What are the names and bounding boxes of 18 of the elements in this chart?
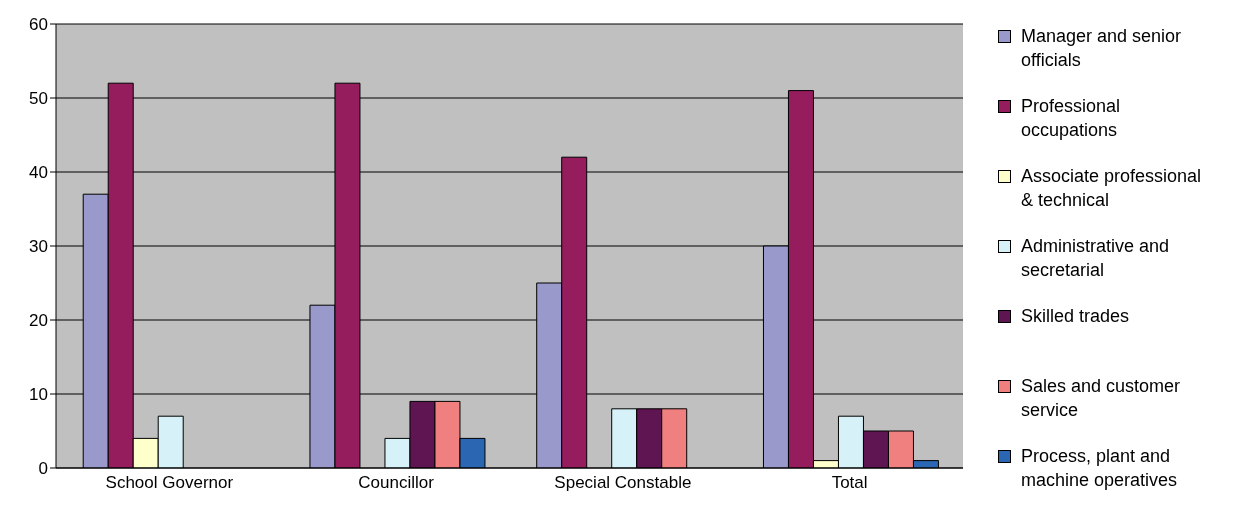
legend-label: Process, plant and machine operatives — [1021, 445, 1179, 492]
x-tick-label: Special Constable — [554, 473, 692, 493]
y-tick-label: 60 — [29, 15, 48, 35]
legend-label: Professional occupations — [1021, 95, 1122, 142]
legend-label: Associate professional & technical — [1021, 165, 1203, 212]
x-tick-label: Total — [831, 473, 868, 493]
y-tick-label: 50 — [29, 89, 48, 109]
y-tick-label: 20 — [29, 311, 48, 331]
y-tick-label: 30 — [29, 237, 48, 257]
legend-label: Skilled trades — [1021, 305, 1130, 328]
legend-label: Manager and senior officials — [1021, 25, 1183, 72]
legend-label: Sales and customer service — [1021, 375, 1182, 422]
y-tick-label: 10 — [29, 385, 48, 405]
y-tick-label: 40 — [29, 163, 48, 183]
y-tick-label: 0 — [38, 459, 48, 479]
x-tick-label: School Governor — [105, 473, 234, 493]
legend-label: Administrative and secretarial — [1021, 235, 1171, 282]
x-tick-label: Councillor — [358, 473, 435, 493]
